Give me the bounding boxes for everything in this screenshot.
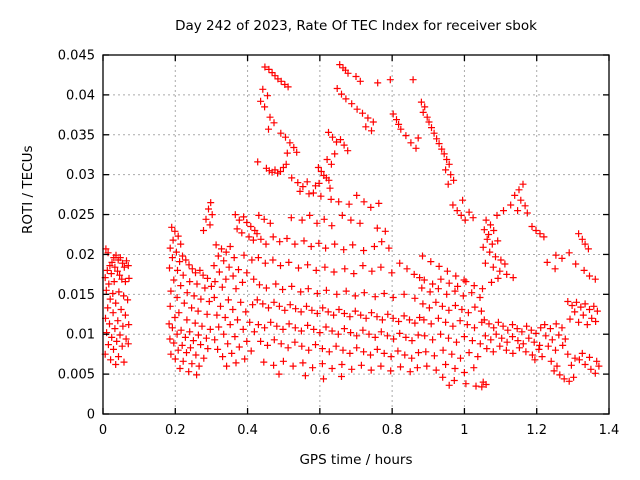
scatter-points	[101, 61, 603, 391]
svg-text:0.005: 0.005	[58, 368, 95, 383]
svg-text:0.015: 0.015	[58, 288, 95, 303]
y-tick-labels: 0 0.005 0.01 0.015 0.02 0.025 0.03 0.035 0.04 0.0…	[58, 49, 95, 423]
svg-text:0.6: 0.6	[310, 423, 331, 438]
svg-text:0.01: 0.01	[66, 328, 95, 343]
svg-text:1.2: 1.2	[526, 423, 547, 438]
svg-text:0: 0	[99, 423, 107, 438]
svg-text:0.2: 0.2	[165, 423, 186, 438]
tick-marks	[102, 54, 610, 415]
svg-text:0.04: 0.04	[66, 88, 95, 103]
svg-text:0: 0	[87, 408, 95, 423]
gridlines	[103, 55, 609, 414]
svg-text:0.025: 0.025	[58, 208, 95, 223]
svg-text:0.035: 0.035	[58, 128, 95, 143]
svg-text:0.045: 0.045	[58, 49, 95, 64]
x-axis-label: GPS time / hours	[299, 452, 413, 468]
svg-text:0.03: 0.03	[66, 168, 95, 183]
svg-text:1: 1	[460, 423, 468, 438]
svg-text:0.02: 0.02	[66, 248, 95, 263]
chart-title: Day 242 of 2023, Rate Of TEC Index for r…	[175, 18, 537, 34]
svg-text:0.8: 0.8	[382, 423, 403, 438]
x-tick-labels: 0 0.2 0.4 0.6 0.8 1 1.2 1.4	[99, 423, 619, 438]
svg-text:1.4: 1.4	[599, 423, 620, 438]
plot-border	[102, 54, 610, 415]
svg-text:0.4: 0.4	[237, 423, 258, 438]
